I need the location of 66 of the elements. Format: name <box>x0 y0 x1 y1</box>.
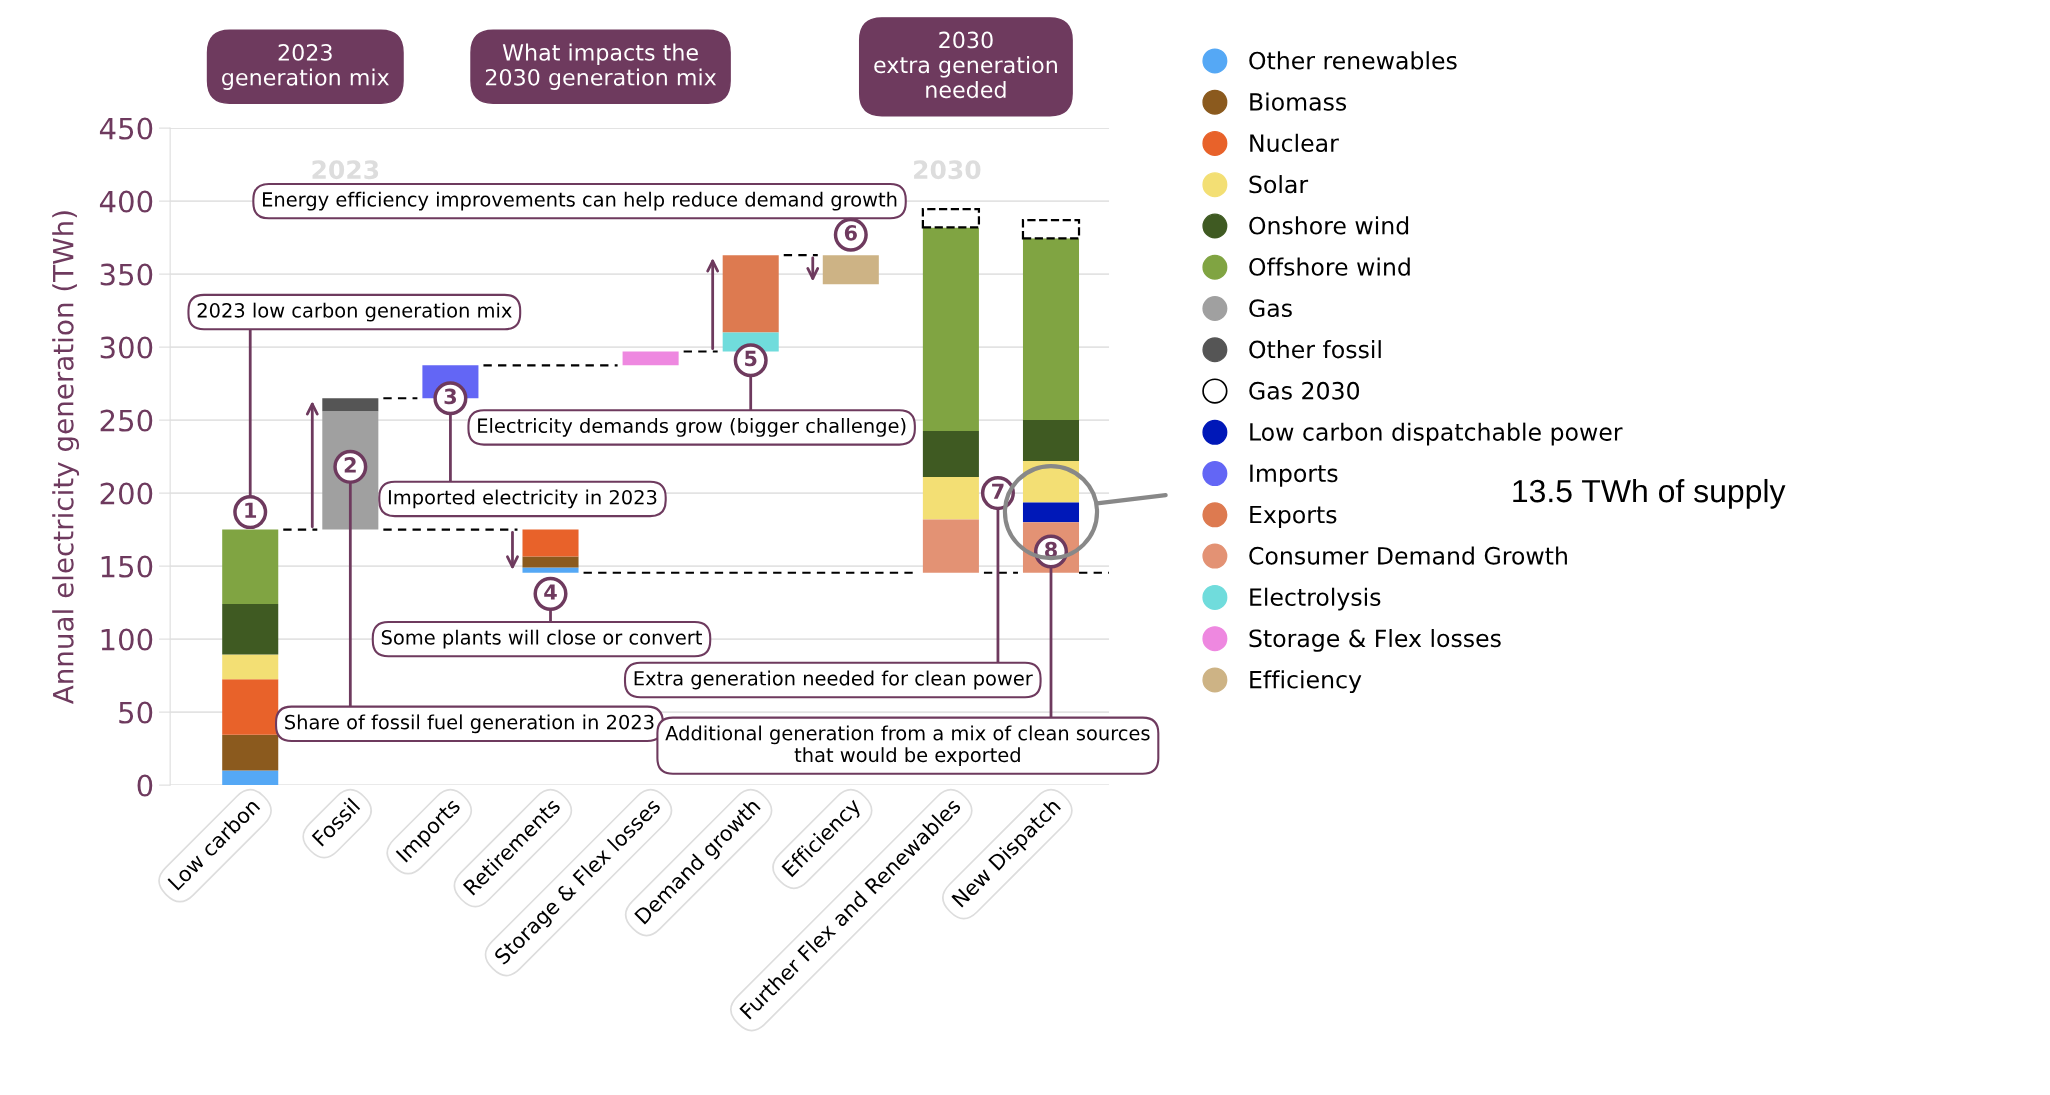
bar <box>322 398 379 412</box>
y-axis-title: Annual electricity generation (TWh) <box>52 211 80 705</box>
annotation: Energy efficiency improvements can help reduce demand growth <box>263 191 897 211</box>
bar <box>1022 420 1080 461</box>
text: 2030 extra generation needed <box>874 31 1057 99</box>
legend-label: Exports <box>1250 505 1337 529</box>
legend-label: Gas 2030 <box>1249 381 1360 400</box>
bar <box>1021 218 1081 240</box>
bar <box>222 654 279 680</box>
legend-label: Solar <box>1249 175 1309 194</box>
y-tick-label: 100 <box>101 628 153 651</box>
bar <box>222 770 279 786</box>
bar <box>921 208 981 229</box>
text: 2023 generation mix <box>222 43 389 90</box>
annotation: 4 <box>544 584 557 600</box>
bar <box>1022 502 1080 523</box>
legend-label: Efficiency <box>1250 670 1362 694</box>
legend-label: Consumer Demand Growth <box>1249 546 1567 565</box>
legend-label: Nuclear <box>1250 133 1339 153</box>
bar <box>222 604 279 655</box>
annotation: Electricity demands grow (bigger challenge) <box>478 418 906 437</box>
annotation: 7 <box>992 483 1004 499</box>
legend-label: Other renewables <box>1249 51 1457 70</box>
legend-label: Low carbon dispatchable power <box>1250 422 1623 446</box>
y-tick-label: 0 <box>137 774 153 797</box>
y-tick-label: 450 <box>99 117 153 140</box>
y-tick-label: 150 <box>101 555 153 578</box>
annotation: Some plants will close or convert <box>381 629 702 649</box>
legend-label: Imports <box>1250 464 1338 487</box>
bar <box>822 255 879 285</box>
annotation: Extra generation needed for clean power <box>634 670 1033 690</box>
bar <box>722 255 779 333</box>
legend-label: Storage & Flex losses <box>1249 628 1501 652</box>
annotation: Additional generation from a mix of clean sources that would be exported <box>665 725 1150 766</box>
y-tick-label: 350 <box>100 263 153 286</box>
bar <box>922 227 979 432</box>
bar <box>222 734 279 771</box>
annotation: 1 <box>245 502 257 518</box>
text: 13.5 TWh of supply <box>1513 478 1786 509</box>
bar <box>1022 238 1080 421</box>
annotation: Share of fossil fuel generation in 2023 <box>285 714 654 734</box>
bar <box>522 567 579 573</box>
y-tick-label: 50 <box>119 701 153 724</box>
annotation: 6 <box>844 225 857 241</box>
text: What impacts the 2030 generation mix <box>485 43 717 90</box>
bar <box>922 519 979 573</box>
y-tick-label: 250 <box>100 409 153 432</box>
legend-label: Gas <box>1249 299 1292 318</box>
y-tick-label: 200 <box>100 482 153 505</box>
bar <box>222 679 279 735</box>
bar <box>622 351 679 366</box>
bar <box>522 529 579 557</box>
annotation: 2023 low carbon generation mix <box>197 302 512 322</box>
annotation: 5 <box>745 350 757 367</box>
legend-label: Biomass <box>1250 92 1347 111</box>
y-tick-label: 300 <box>100 336 153 359</box>
legend-label: Onshore wind <box>1249 216 1409 235</box>
bar <box>522 556 579 568</box>
legend-label: Offshore wind <box>1249 257 1410 276</box>
annotation: 2 <box>344 457 356 473</box>
y-tick-label: 400 <box>99 190 153 213</box>
annotation: 3 <box>444 388 457 405</box>
legend-label: Electrolysis <box>1250 587 1381 611</box>
bar <box>922 431 979 478</box>
legend-label: Other fossil <box>1249 340 1381 359</box>
annotation: Imported electricity in 2023 <box>388 489 657 509</box>
